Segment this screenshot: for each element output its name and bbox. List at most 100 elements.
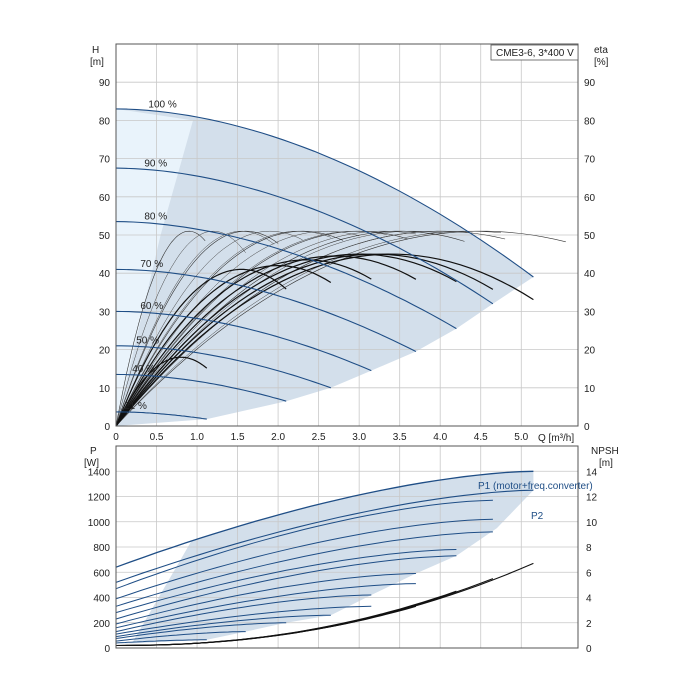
p-tick-label: 1400	[88, 467, 111, 478]
y-right-unit: [%]	[594, 57, 609, 68]
efficiency-curve	[115, 253, 534, 427]
p-tick-label: 200	[93, 619, 110, 630]
y-right-tick-label: 50	[584, 231, 596, 242]
npsh-curves	[115, 562, 534, 647]
speed-curve	[115, 167, 494, 305]
aux-curve	[115, 230, 206, 427]
y-left-tick-label: 80	[99, 116, 111, 127]
aux-fan-curve	[115, 230, 246, 427]
y-right-tick-labels: 0 10 20 30 40 50 60 70 80 90	[584, 78, 596, 433]
y-left-tick-label: 30	[99, 307, 111, 318]
model-label-box	[490, 44, 579, 61]
speed-label: 21 %	[124, 401, 147, 412]
y-right-tick-label: 30	[584, 307, 596, 318]
aux-fan-curve	[115, 230, 303, 427]
power-curves	[115, 470, 534, 644]
power-curve	[115, 622, 287, 639]
y-right-tick-label: 20	[584, 346, 596, 357]
y-left-title: H	[92, 45, 99, 56]
y-left-tick-label: 0	[104, 422, 110, 433]
speed-label: 100 %	[148, 99, 176, 110]
y-left-tick-label: 20	[99, 346, 111, 357]
npsh-tick-label: 2	[586, 619, 592, 630]
y-right-tick-label: 80	[584, 116, 596, 127]
y-right-tick-label: 90	[584, 78, 596, 89]
power-wedge	[116, 538, 193, 645]
speed-label: 90 %	[144, 158, 167, 169]
speed-curve	[116, 345, 331, 389]
y-left-tick-label: 50	[99, 231, 111, 242]
power-curve	[115, 555, 457, 620]
efficiency-curve	[115, 356, 208, 427]
npsh-axis-unit: [m]	[599, 458, 613, 469]
power-curve	[115, 583, 416, 629]
efficiency-curve	[115, 255, 417, 427]
speed-curve	[115, 221, 457, 330]
power-curve	[115, 531, 493, 607]
speed-label: 70 %	[140, 259, 163, 270]
y-left-tick-label: 90	[99, 78, 111, 89]
efficiency-curve	[115, 259, 372, 427]
speed-curve	[115, 268, 417, 352]
top-plot-frame	[115, 43, 579, 427]
p-tick-label: 400	[93, 594, 110, 605]
aux-fan-curve	[115, 230, 360, 427]
power-curve	[115, 614, 331, 638]
speed-labels: 100 % 90 % 80 % 70 % 60 % 50 % 40 % 21 %	[124, 99, 177, 412]
npsh-curve	[116, 617, 372, 647]
y-left-tick-label: 10	[99, 384, 111, 395]
efficiency-curve	[115, 268, 287, 427]
x-tick-label: 0.5	[150, 432, 164, 443]
power-curve	[115, 605, 372, 635]
speed-curves	[115, 108, 534, 420]
y-right-tick-label: 40	[584, 269, 596, 280]
efficiency-curves	[115, 253, 534, 427]
x-tick-label: 0	[113, 432, 119, 443]
model-label: CME3-6, 3*400 V	[496, 48, 574, 59]
npsh-axis-title: NPSH	[591, 446, 619, 457]
power-curve	[115, 549, 457, 614]
power-curve	[115, 573, 416, 625]
p-tick-label: 600	[93, 568, 110, 579]
aux-fan-curve	[115, 230, 388, 427]
x-tick-label: 1.5	[231, 432, 245, 443]
aux-fan-curve	[115, 230, 275, 427]
speed-label: 60 %	[140, 301, 163, 312]
y-left-tick-label: 70	[99, 155, 111, 166]
x-tick-label: 4.0	[433, 432, 447, 443]
x-axis-title: Q [m³/h]	[538, 433, 574, 444]
speed-curve	[116, 411, 207, 420]
x-tick-labels: 0 0.5 1.0 1.5 2.0 2.5 3.0 3.5 4.0 4.5 5.0	[113, 432, 528, 443]
power-curve	[115, 639, 207, 644]
p2-series-label: P2	[531, 511, 544, 522]
y-left-unit: [m]	[90, 57, 104, 68]
efficiency-curve	[115, 253, 494, 427]
speed-label: 80 %	[144, 212, 167, 223]
speed-curve	[115, 310, 372, 372]
operating-region-fill	[116, 108, 534, 427]
y-right-tick-label: 10	[584, 384, 596, 395]
p1-series-label: P1 (motor+freq.converter)	[478, 481, 593, 492]
operating-region	[116, 108, 534, 427]
x-tick-label: 3.0	[352, 432, 366, 443]
npsh-tick-label: 10	[586, 518, 598, 529]
aux-curve	[115, 230, 279, 427]
p-axis-unit: [W]	[84, 458, 99, 469]
power-curve	[115, 631, 246, 642]
p-tick-label: 1000	[88, 518, 111, 529]
aux-fan-curve	[115, 230, 331, 427]
light-wedge	[116, 108, 193, 427]
p-tick-label: 800	[93, 543, 110, 554]
power-curve	[115, 518, 493, 600]
npsh-tick-label: 0	[586, 644, 592, 655]
npsh-tick-label: 8	[586, 543, 592, 554]
speed-curve	[115, 108, 534, 278]
npsh-tick-label: 14	[586, 467, 598, 478]
x-tick-label: 3.5	[393, 432, 407, 443]
x-tick-label: 2.5	[312, 432, 326, 443]
power-region-fill	[116, 471, 534, 645]
speed-label: 40 %	[132, 364, 155, 375]
y-left-tick-label: 60	[99, 193, 111, 204]
npsh-tick-label: 12	[586, 493, 598, 504]
npsh-tick-label: 6	[586, 568, 592, 579]
